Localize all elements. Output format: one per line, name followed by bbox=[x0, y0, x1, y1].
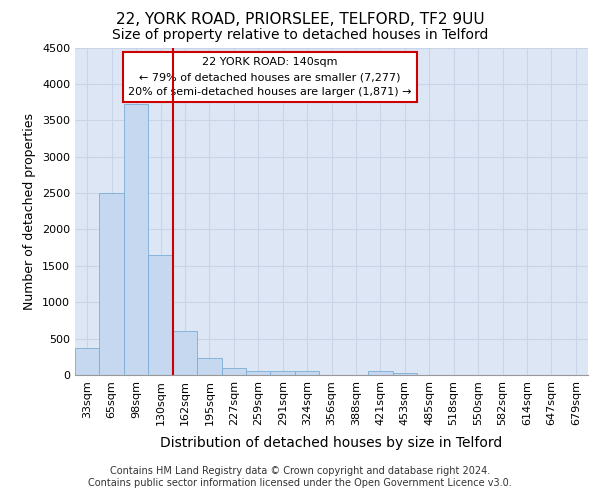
Y-axis label: Number of detached properties: Number of detached properties bbox=[23, 113, 37, 310]
Bar bbox=[246, 370, 271, 375]
Bar bbox=[124, 104, 148, 375]
Bar bbox=[173, 332, 197, 375]
Bar bbox=[100, 193, 124, 375]
Bar bbox=[148, 255, 173, 375]
Text: 22, YORK ROAD, PRIORSLEE, TELFORD, TF2 9UU: 22, YORK ROAD, PRIORSLEE, TELFORD, TF2 9… bbox=[116, 12, 484, 28]
Text: 22 YORK ROAD: 140sqm
← 79% of detached houses are smaller (7,277)
20% of semi-de: 22 YORK ROAD: 140sqm ← 79% of detached h… bbox=[128, 58, 412, 97]
Text: Size of property relative to detached houses in Telford: Size of property relative to detached ho… bbox=[112, 28, 488, 42]
Bar bbox=[271, 372, 295, 375]
Text: Contains HM Land Registry data © Crown copyright and database right 2024.
Contai: Contains HM Land Registry data © Crown c… bbox=[88, 466, 512, 487]
Bar bbox=[295, 372, 319, 375]
Bar bbox=[221, 368, 246, 375]
Bar bbox=[75, 348, 100, 375]
Bar bbox=[197, 358, 221, 375]
Bar bbox=[392, 373, 417, 375]
Bar bbox=[368, 372, 392, 375]
X-axis label: Distribution of detached houses by size in Telford: Distribution of detached houses by size … bbox=[160, 436, 503, 450]
